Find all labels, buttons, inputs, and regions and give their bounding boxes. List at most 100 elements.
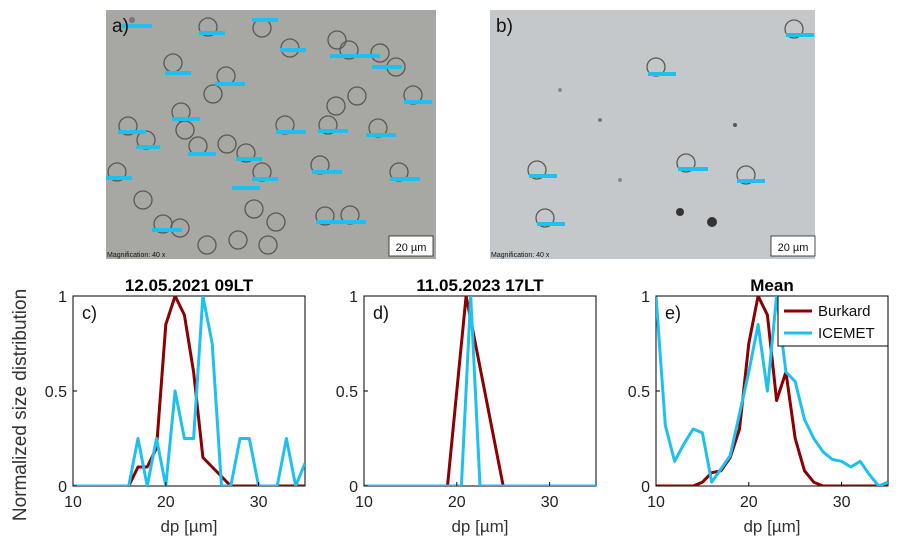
- y-tick-label: 0.5: [628, 384, 650, 401]
- measure-label: [215, 82, 245, 86]
- legend-label-icemet: ICEMET: [818, 325, 875, 342]
- measure-label: [188, 152, 216, 156]
- micrograph-b-measure-labels: [529, 33, 814, 226]
- particle: [107, 162, 127, 182]
- measure-label: [678, 167, 708, 171]
- particle: [129, 17, 135, 23]
- x-tick-label: 30: [541, 494, 559, 511]
- panel-label-b: b): [496, 16, 513, 37]
- particle: [118, 116, 138, 136]
- scale-bar-box-b: [770, 235, 816, 257]
- particle: [370, 43, 390, 63]
- plot-panel-c: 10 20 30 0 0.5 1 12.05.2021 09LT dp [µm] c): [45, 276, 306, 536]
- plot-panel-d: 10 20 30 0 0.5 1 11.05.2023 17LT dp [µm] d): [336, 276, 597, 536]
- measure-label: [404, 100, 432, 104]
- particle: [339, 40, 359, 60]
- particle: [327, 30, 347, 50]
- particle: [244, 199, 264, 219]
- measure-label: [529, 174, 557, 178]
- particle: [318, 115, 338, 135]
- measure-label: [106, 176, 132, 180]
- particle: [315, 206, 335, 226]
- particle: [618, 178, 622, 182]
- x-tick-label: 30: [250, 494, 268, 511]
- magnification-label-b: Magnification: 40 x: [491, 252, 550, 259]
- shared-y-label: Normalized size distribution: [10, 289, 31, 521]
- measure-label: [118, 130, 146, 134]
- particle: [326, 96, 346, 116]
- magnification-label-a: Magnification: 40 x: [107, 252, 166, 259]
- measure-label: [372, 65, 402, 69]
- particle: [558, 88, 562, 92]
- particle: [707, 217, 717, 227]
- particle: [133, 190, 153, 210]
- x-tick-label: 20: [157, 494, 175, 511]
- measure-label: [136, 145, 160, 149]
- y-tick-label: 1: [349, 289, 358, 306]
- measure-label: [236, 157, 262, 161]
- micrograph-a-measure-labels: [106, 18, 432, 232]
- plot-panel-e: 10 20 30 0 0.5 1 Mean dp [µm] e) Burkard ICEMET: [628, 276, 889, 536]
- series-line-burkard: [73, 296, 305, 486]
- particle: [236, 143, 256, 163]
- measure-label: [152, 228, 182, 232]
- y-tick-label: 0: [349, 479, 358, 496]
- y-tick-label: 0: [58, 479, 67, 496]
- measure-label: [786, 33, 814, 37]
- particle: [676, 208, 684, 216]
- particle: [198, 17, 218, 37]
- y-tick-label: 0.5: [45, 384, 67, 401]
- measure-label: [366, 133, 396, 137]
- measure-label: [537, 222, 565, 226]
- plot-axes-box: [72, 295, 306, 487]
- particle: [527, 160, 547, 180]
- particle: [736, 165, 756, 185]
- plot-axes-box: [363, 295, 597, 487]
- panel-label: e): [665, 303, 681, 323]
- particle: [676, 153, 696, 173]
- y-tick-label: 1: [58, 289, 67, 306]
- measure-label: [312, 170, 342, 174]
- particle: [203, 84, 223, 104]
- particle: [598, 118, 602, 122]
- scale-bar-a: 20 µm: [396, 242, 427, 254]
- particle: [535, 208, 555, 228]
- x-axis-label: dp [µm]: [160, 517, 217, 536]
- particle: [784, 19, 804, 39]
- particle: [258, 235, 278, 255]
- x-tick-label: 20: [740, 494, 758, 511]
- x-axis-label: dp [µm]: [743, 517, 800, 536]
- particle: [197, 235, 217, 255]
- series-line-icemet: [73, 296, 305, 486]
- y-tick-label: 1: [641, 289, 650, 306]
- measure-label: [122, 24, 152, 28]
- micrograph-b-particles: [527, 19, 804, 228]
- measure-label: [280, 48, 306, 52]
- measure-label: [232, 186, 260, 190]
- x-tick-label: 30: [833, 494, 851, 511]
- measure-label: [252, 18, 278, 22]
- chart-title: 11.05.2023 17LT: [416, 276, 544, 295]
- panel-label: c): [82, 303, 97, 323]
- chart-title: 12.05.2021 09LT: [125, 276, 254, 295]
- measure-label: [199, 31, 225, 35]
- micrograph-b: b) Magnification: 40 x 20 µm: [490, 10, 816, 259]
- measure-label: [165, 71, 191, 75]
- measure-label: [252, 177, 278, 181]
- particle: [217, 134, 237, 154]
- legend-box: [777, 295, 889, 347]
- micrograph-a: a) Magnification: 40 x 20 µm: [106, 10, 436, 259]
- particle: [733, 123, 737, 127]
- panel-label-a: a): [112, 16, 129, 37]
- particle: [228, 230, 248, 250]
- x-tick-label: 10: [355, 494, 373, 511]
- chart-title: Mean: [750, 276, 793, 295]
- x-axis-label: dp [µm]: [451, 517, 508, 536]
- measure-label: [172, 117, 200, 121]
- panel-label: d): [373, 303, 389, 323]
- measure-label: [318, 129, 348, 133]
- scale-bar-b: 20 µm: [778, 242, 809, 254]
- measure-label: [737, 179, 765, 183]
- particle: [266, 212, 286, 232]
